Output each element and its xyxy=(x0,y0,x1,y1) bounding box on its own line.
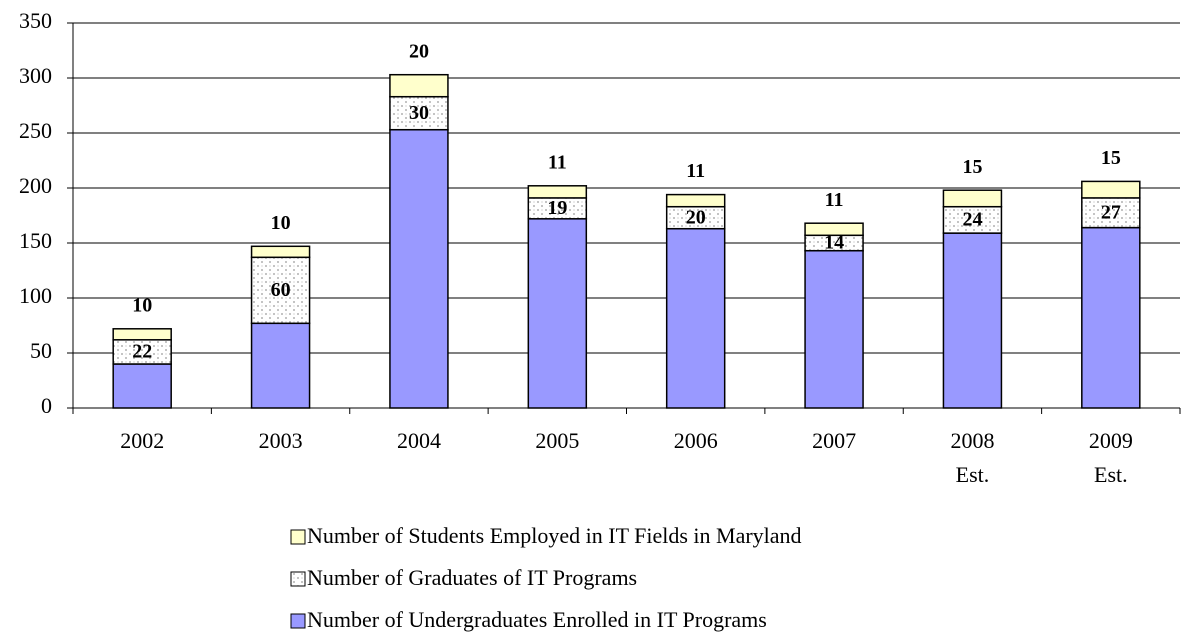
bar-segment xyxy=(804,249,864,409)
data-label: 30 xyxy=(409,102,429,124)
legend-label: Number of Undergraduates Enrolled in IT … xyxy=(307,607,767,632)
data-label: 22 xyxy=(132,340,152,362)
data-label: 20 xyxy=(409,40,429,62)
data-label: 11 xyxy=(686,160,705,182)
bar-segment xyxy=(942,232,1003,409)
bar-segment xyxy=(1081,197,1141,229)
data-label: 19 xyxy=(547,197,567,219)
bar-segment xyxy=(250,256,311,325)
bar-segment xyxy=(942,189,1003,208)
x-tick-label: 2009 Est. xyxy=(1088,428,1133,487)
bar-segment xyxy=(250,245,311,259)
x-tick-label: 2006 xyxy=(673,428,718,453)
legend-swatch xyxy=(290,571,306,587)
bar-segment xyxy=(665,227,726,409)
data-label: 24 xyxy=(962,208,982,230)
data-label: 14 xyxy=(824,232,844,254)
bar-segment xyxy=(389,95,449,131)
data-label: 20 xyxy=(686,206,706,228)
x-tick-label: 2008 Est. xyxy=(950,428,995,487)
bar-segment xyxy=(1081,180,1141,199)
y-tick-label: 350 xyxy=(19,8,52,33)
bar-segment xyxy=(112,339,172,365)
data-label: 11 xyxy=(825,189,844,211)
bar-segment xyxy=(112,328,172,341)
x-tick-label: 2003 xyxy=(258,428,303,453)
y-tick-label: 150 xyxy=(19,228,52,253)
x-tick-label: 2007 xyxy=(812,428,857,453)
legend-swatch xyxy=(290,529,306,545)
bar-segment xyxy=(112,363,172,409)
data-label: 15 xyxy=(962,156,982,178)
data-label: 15 xyxy=(1101,147,1121,169)
y-tick-label: 0 xyxy=(41,393,52,418)
bar-segment xyxy=(389,73,449,98)
y-tick-label: 300 xyxy=(19,63,52,88)
data-label: 60 xyxy=(271,279,291,301)
y-tick-label: 50 xyxy=(30,338,52,363)
bar-segment xyxy=(1081,226,1141,409)
data-label: 11 xyxy=(548,151,567,173)
legend-label: Number of Students Employed in IT Fields… xyxy=(307,523,802,548)
x-tick-label: 2005 xyxy=(535,428,580,453)
bar-segment xyxy=(804,222,864,237)
legend-label: Number of Graduates of IT Programs xyxy=(307,565,637,590)
data-label: 10 xyxy=(132,294,152,316)
bar-segment xyxy=(389,128,449,409)
bar-segment xyxy=(527,185,588,199)
bar-segment xyxy=(942,205,1003,234)
bar-segment xyxy=(665,193,726,208)
bar-segment xyxy=(250,322,311,409)
x-tick-label: 2002 xyxy=(120,428,165,453)
data-label: 27 xyxy=(1101,201,1121,223)
legend-swatch xyxy=(290,613,306,629)
data-label: 10 xyxy=(271,212,291,234)
y-tick-label: 200 xyxy=(19,173,52,198)
x-tick-label: 2004 xyxy=(396,428,441,453)
bar-segment xyxy=(527,218,588,409)
y-tick-label: 250 xyxy=(19,118,52,143)
y-tick-label: 100 xyxy=(19,283,52,308)
